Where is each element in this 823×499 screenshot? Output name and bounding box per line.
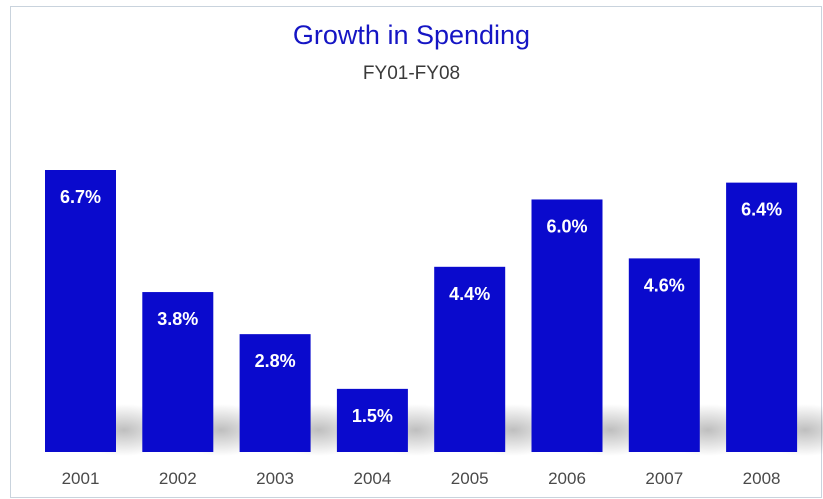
bar-value-label: 1.5% — [352, 406, 393, 426]
bars — [45, 170, 798, 452]
bar-2005 — [434, 266, 506, 452]
bar-2006 — [531, 199, 603, 452]
chart-title: Growth in Spending — [292, 20, 531, 50]
x-tick-label: 2002 — [159, 469, 197, 488]
bar-2002 — [142, 292, 214, 452]
bar-value-label: 6.0% — [546, 216, 587, 236]
bar-2003 — [239, 334, 311, 452]
x-tick-label: 2006 — [548, 469, 586, 488]
x-axis-tick-labels: 2001 2002 2003 2004 2005 2006 2007 2008 — [62, 469, 781, 488]
x-tick-label: 2007 — [645, 469, 683, 488]
bar-value-label: 3.8% — [157, 309, 198, 329]
bar-value-labels: 6.7% 3.8% 2.8% 1.5% 4.4% 6.0% 4.6% 6.4% — [60, 187, 782, 426]
x-tick-label: 2001 — [62, 469, 100, 488]
bar-value-label: 6.7% — [60, 187, 101, 207]
bar-value-label: 6.4% — [741, 200, 782, 220]
bar-2001 — [45, 170, 116, 452]
bar-2007 — [628, 258, 700, 452]
x-tick-label: 2003 — [256, 469, 294, 488]
x-tick-label: 2008 — [743, 469, 781, 488]
x-tick-label: 2004 — [353, 469, 391, 488]
x-tick-label: 2005 — [451, 469, 489, 488]
bar-value-label: 4.4% — [449, 284, 490, 304]
bar-value-label: 2.8% — [255, 351, 296, 371]
bar-2008 — [726, 182, 798, 452]
bar-value-label: 4.6% — [644, 275, 685, 295]
bar-2004 — [336, 388, 408, 452]
chart-subtitle: FY01-FY08 — [362, 63, 461, 84]
